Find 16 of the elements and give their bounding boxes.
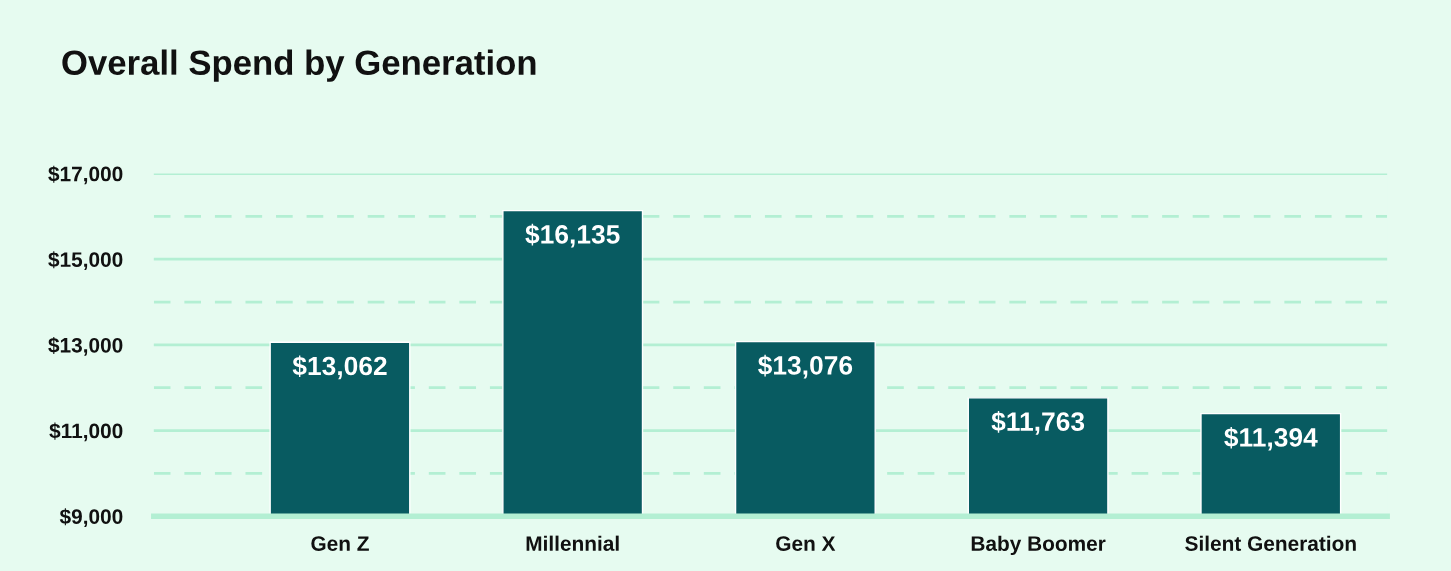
data-label: $13,062 <box>292 355 387 380</box>
y-tick-label: $13,000 <box>48 336 123 356</box>
x-tick-label: Silent Generation <box>1185 535 1356 551</box>
chart-title: Overall Spend by Generation <box>62 49 536 82</box>
x-tick-label: Baby Boomer <box>971 535 1106 556</box>
y-tick-label: $15,000 <box>48 251 123 271</box>
y-tick-label: $17,000 <box>48 165 123 185</box>
data-label: $11,394 <box>1224 426 1318 451</box>
x-tick-label: Gen Z <box>311 536 369 551</box>
y-tick-label: $9,000 <box>59 508 123 527</box>
x-tick-label: Gen X <box>776 536 836 551</box>
data-label: $16,135 <box>525 223 620 248</box>
data-label: $13,076 <box>758 354 853 379</box>
x-tick-label: Millennial <box>526 535 619 551</box>
y-tick-label: $11,000 <box>49 422 123 442</box>
data-label: $11,763 <box>991 411 1085 435</box>
